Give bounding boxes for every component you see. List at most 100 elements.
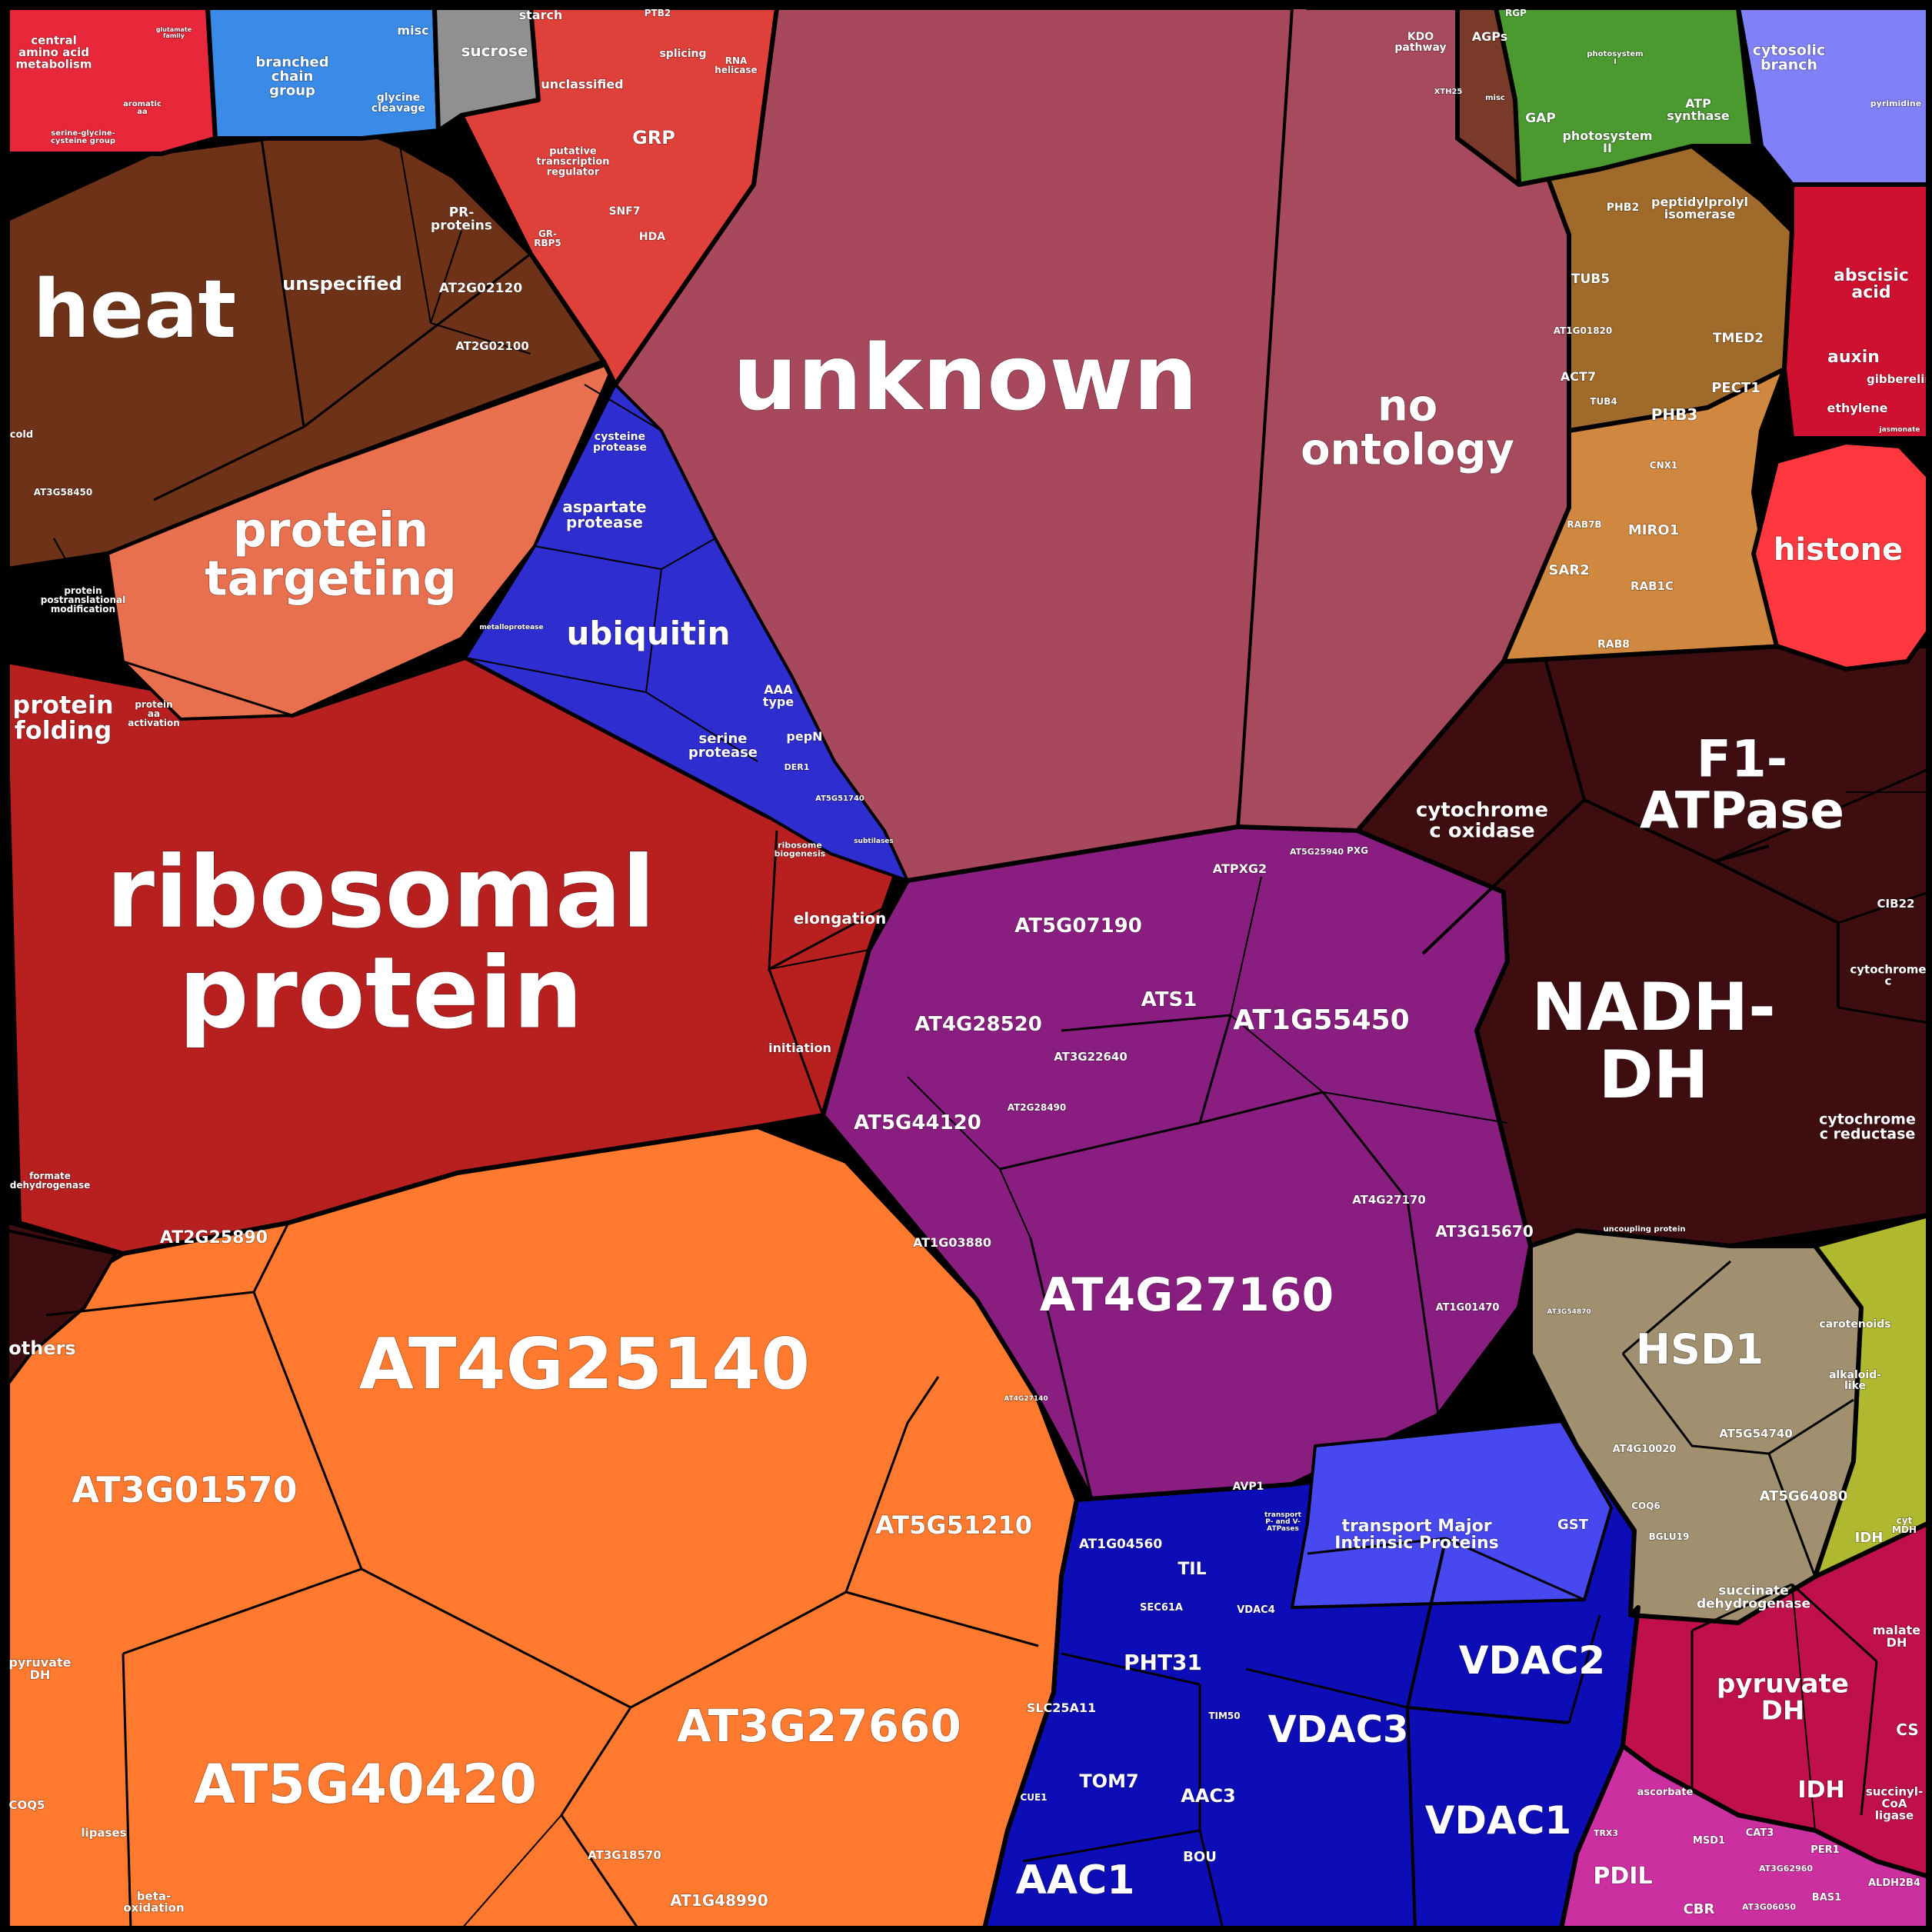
label-heat: heat: [33, 262, 236, 356]
cell-border: [153, 425, 305, 501]
cell-others-cell: [6, 1229, 117, 1386]
label-snf7: SNF7: [608, 205, 640, 218]
label-tub5: TUB5: [1571, 271, 1610, 287]
cell-border: [122, 1567, 362, 1655]
label-at1g01470: AT1G01470: [1436, 1302, 1500, 1314]
label-gibberelin: gibberelin: [1867, 372, 1932, 386]
label-cyt-mdh: cyt MDH: [1892, 1514, 1917, 1534]
cell-border: [1199, 1091, 1324, 1124]
label-elongation: elongation: [794, 909, 887, 928]
label-at5g54740: AT5G54740: [1719, 1427, 1793, 1441]
cell-border: [122, 1653, 132, 1930]
label-rab1c: RAB1C: [1631, 579, 1674, 593]
cell-border: [534, 545, 662, 570]
label-sec61a: SEC61A: [1140, 1602, 1183, 1614]
label-phb3: PHB3: [1651, 405, 1698, 424]
label-at4g27140: AT4G27140: [1004, 1395, 1048, 1403]
label-at5g51210: AT5G51210: [875, 1511, 1032, 1540]
label-misc: misc: [397, 23, 428, 38]
cell-border: [53, 538, 124, 662]
cell-border: [1322, 1091, 1508, 1124]
cell-border: [630, 1591, 847, 1709]
label-trx3: TRX3: [1594, 1828, 1618, 1838]
label-carotenoids: carotenoids: [1819, 1318, 1890, 1331]
label-transport-mip: transport Major Intrinsic Proteins: [1334, 1517, 1499, 1553]
label-tim50: TIM50: [1208, 1710, 1240, 1721]
label-uncoupling: uncoupling protein: [1604, 1225, 1686, 1234]
label-at5g07190: AT5G07190: [1014, 914, 1142, 938]
label-aac3: AAC3: [1181, 1785, 1235, 1807]
label-cysteine-protease: cysteine protease: [593, 431, 647, 454]
label-cold: cold: [10, 429, 33, 441]
cell-histone: [1751, 440, 1931, 671]
label-at2g25890: AT2G25890: [160, 1228, 268, 1247]
cell-border: [1691, 1583, 1793, 1632]
cell-rna-block: [459, 5, 779, 387]
label-phb2: PHB2: [1607, 202, 1639, 214]
label-cytosolic: cytosolic branch: [1753, 42, 1825, 73]
label-lipases: lipases: [81, 1826, 126, 1840]
label-sar2: SAR2: [1548, 562, 1589, 578]
label-at1g01820: AT1G01820: [1554, 325, 1613, 336]
label-pht31: PHT31: [1124, 1650, 1202, 1675]
label-pxg: PXG: [1347, 845, 1368, 856]
label-at3g22640: AT3G22640: [1054, 1050, 1128, 1064]
cell-border: [845, 1591, 1039, 1647]
label-sucrose: sucrose: [461, 42, 528, 60]
label-cib22: CIB22: [1877, 897, 1915, 911]
label-protein-folding: protein folding: [12, 691, 113, 745]
label-cue1: CUE1: [1020, 1792, 1047, 1803]
label-pdil: PDIL: [1593, 1863, 1652, 1890]
label-coq6: COQ6: [1631, 1501, 1661, 1511]
cell-border: [1061, 1652, 1201, 1686]
label-ser-gly: serine-glycine-cysteine group: [51, 129, 115, 145]
label-formate-dh: formate dehydrogenase: [10, 1170, 91, 1190]
label-at3g54870: AT3G54870: [1547, 1308, 1591, 1316]
label-ethylene: ethylene: [1827, 401, 1888, 415]
cell-border: [399, 145, 431, 324]
label-grrbp5: GR-RBP5: [534, 228, 561, 248]
label-glutamate: glutamate family: [156, 25, 192, 38]
cell-border: [1567, 1614, 1601, 1724]
cell-protein-targeting: [106, 360, 617, 721]
label-cnx1: CNX1: [1650, 460, 1677, 471]
cell-border: [999, 1121, 1201, 1171]
label-jasmonate: jasmonate: [1879, 426, 1920, 434]
label-tub4: TUB4: [1590, 396, 1617, 407]
label-unknown: unknown: [733, 325, 1198, 431]
label-beta-oxidation: beta-oxidation: [123, 1889, 184, 1914]
label-ascorbate: ascorbate: [1637, 1787, 1694, 1798]
label-at5g40420: AT5G40420: [194, 1753, 537, 1816]
label-cyt-c-reductase: cytochrome c reductase: [1819, 1111, 1916, 1142]
cell-border: [584, 384, 662, 431]
cell-border: [1421, 798, 1586, 955]
label-protein-targeting: protein targeting: [205, 501, 457, 606]
cell-border: [1230, 1014, 1324, 1093]
label-ps2: photosystem II: [1562, 128, 1652, 155]
cell-border: [430, 322, 531, 355]
label-ats1: ATS1: [1141, 988, 1198, 1011]
label-at5g25940: AT5G25940: [1290, 847, 1344, 857]
label-malate-dh: malate DH: [1873, 1622, 1920, 1649]
label-at3g01570: AT3G01570: [72, 1469, 297, 1511]
label-ps1: photosystem I: [1587, 50, 1643, 66]
label-central-aa: central amino acid metabolism: [16, 33, 92, 71]
label-coq5: COQ5: [9, 1798, 45, 1812]
label-idh2: IDH: [1855, 1530, 1884, 1546]
label-vdac3: VDAC3: [1268, 1708, 1409, 1751]
label-succinyl-coa: succinyl-CoA ligase: [1866, 1784, 1923, 1822]
label-at4g25140: AT4G25140: [359, 1323, 810, 1405]
label-at5g51740: AT5G51740: [815, 794, 864, 803]
label-rgp: RGP: [1505, 8, 1527, 18]
label-bglu19: BGLU19: [1649, 1531, 1690, 1542]
label-at3g62960: AT3G62960: [1759, 1864, 1813, 1874]
cell-border: [1407, 1706, 1570, 1724]
label-branched: branched chain group: [255, 55, 328, 99]
label-aaa-type: AAA type: [763, 681, 794, 708]
cell-cw-block: [1305, 5, 1521, 187]
cell-border: [1837, 1006, 1930, 1024]
cell-border: [844, 1376, 940, 1593]
